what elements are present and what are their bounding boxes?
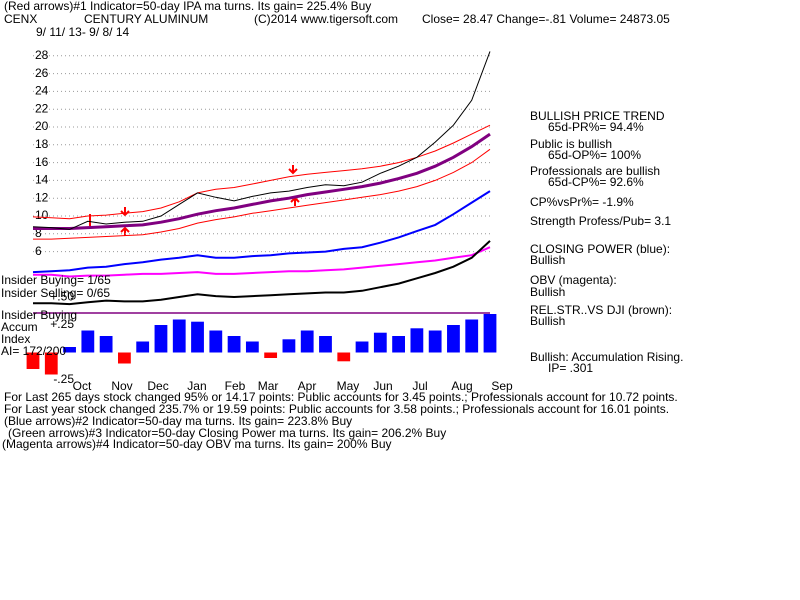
x-tick-label: Jun: [373, 379, 392, 393]
side-note: REL.STR..VS DJI (brown):: [530, 303, 672, 317]
series-line: [33, 148, 491, 240]
series-line: [33, 240, 491, 306]
x-tick-label: Feb: [225, 379, 246, 393]
side-note: 65d-OP%= 100%: [548, 148, 641, 162]
y-tick-label: +.25: [50, 317, 74, 331]
x-tick-label: Apr: [298, 379, 317, 393]
left-note: Accum: [1, 320, 38, 334]
side-note: Bullish: Accumulation Rising.: [530, 350, 683, 364]
accum-bar: [26, 352, 40, 369]
y-tick-label: 26: [35, 66, 49, 80]
y-tick-label: 20: [35, 119, 49, 133]
accum-bar: [44, 352, 58, 375]
footer-note: (Blue arrows)#2 Indicator=50-day ma turn…: [4, 414, 352, 428]
side-note: CLOSING POWER (blue):: [530, 242, 670, 256]
accum-bar: [63, 347, 76, 353]
accum-bar: [99, 336, 113, 353]
accum-bar: [154, 325, 168, 353]
x-tick-label: Aug: [451, 379, 472, 393]
accum-bar: [191, 321, 204, 353]
series-line: [33, 132, 491, 230]
side-note: Bullish: [530, 253, 565, 267]
side-note: Professionals are bullish: [530, 164, 660, 178]
y-tick-label: 8: [35, 226, 42, 240]
series-line: [33, 246, 491, 278]
y-tick-label: 16: [35, 155, 49, 169]
accum-bar: [483, 314, 497, 353]
accum-bar: [245, 341, 259, 353]
accum-bar: [319, 336, 332, 353]
quote: Close= 28.47 Change=-.81 Volume= 24873.0…: [422, 12, 670, 26]
copyright: (C)2014 www.tigersoft.com: [254, 12, 398, 26]
y-tick-label: 18: [35, 137, 49, 151]
accum-bar: [465, 319, 479, 353]
y-tick-label: 12: [35, 190, 49, 204]
accum-bar: [282, 339, 296, 353]
side-note: BULLISH PRICE TREND: [530, 109, 665, 123]
accum-bar: [300, 330, 314, 353]
accum-bar: [118, 352, 131, 364]
series-line: [32, 124, 491, 220]
accum-bar: [392, 336, 405, 353]
x-tick-label: Sep: [491, 379, 513, 393]
arrow: [120, 226, 130, 236]
accum-bar: [447, 325, 460, 353]
accum-bar: [355, 341, 369, 353]
indicator-line: (Red arrows)#1 Indicator=50-day IPA ma t…: [4, 0, 371, 13]
accum-bar: [227, 336, 241, 353]
footer-note: For Last year stock changed 235.7% or 19…: [4, 402, 669, 416]
date-range: 9/ 11/ 13- 9/ 8/ 14: [36, 25, 130, 39]
x-tick-label: Nov: [111, 379, 132, 393]
x-tick-label: Jul: [412, 379, 427, 393]
footer-note: For Last 265 days stock changed 95% or 1…: [4, 390, 678, 404]
side-note: CP%vsPr%= -1.9%: [530, 195, 634, 209]
left-note: Insider Selling= 0/65: [1, 286, 110, 300]
accum-bar: [264, 352, 278, 358]
left-note: Insider Buying: [1, 308, 77, 322]
side-note: Bullish: [530, 285, 565, 299]
company: CENTURY ALUMINUM: [84, 12, 208, 26]
side-note: Bullish: [530, 314, 565, 328]
arrow: [290, 196, 300, 206]
side-note: 65d-CP%= 92.6%: [548, 175, 644, 189]
accum-bar: [209, 330, 223, 353]
left-note: Index: [1, 332, 30, 346]
left-note: Insider Buying= 1/65: [1, 273, 111, 287]
footer-note: (Magenta arrows)#4 Indicator=50-day OBV …: [2, 437, 392, 451]
x-tick-label: Jan: [187, 379, 206, 393]
footer-note: (Green arrows)#3 Indicator=50-day Closin…: [8, 426, 446, 440]
y-tick-label: 22: [35, 101, 49, 115]
y-tick-label: 14: [35, 173, 49, 187]
series-line: [32, 190, 491, 274]
y-tick-label: 24: [35, 84, 49, 98]
x-tick-label: Dec: [147, 379, 168, 393]
side-note: 65d-PR%= 94.4%: [548, 120, 644, 134]
accum-bar: [373, 332, 387, 353]
y-tick-label: 28: [35, 48, 49, 62]
left-note: AI= 172/200: [1, 344, 66, 358]
side-note: OBV (magenta):: [530, 273, 617, 287]
side-note: Public is bullish: [530, 137, 612, 151]
y-tick-label: 10: [35, 208, 49, 222]
accum-bar: [136, 341, 150, 353]
accum-bar: [428, 330, 442, 353]
y-tick-label: 6: [35, 244, 42, 258]
side-note: IP= .301: [548, 361, 593, 375]
symbol: CENX: [4, 12, 37, 26]
x-tick-label: Mar: [258, 379, 279, 393]
y-tick-label: -.25: [53, 372, 74, 386]
x-tick-label: May: [337, 379, 360, 393]
series-line: [32, 51, 491, 230]
accum-bar: [172, 319, 186, 353]
accum-bar: [81, 330, 95, 353]
accum-bar: [337, 352, 351, 362]
arrow: [288, 165, 298, 175]
side-note: Strength Profess/Pub= 3.1: [530, 214, 671, 228]
x-tick-label: Oct: [73, 379, 92, 393]
y-tick-label: +.50: [50, 290, 74, 304]
accum-bar: [410, 328, 424, 353]
